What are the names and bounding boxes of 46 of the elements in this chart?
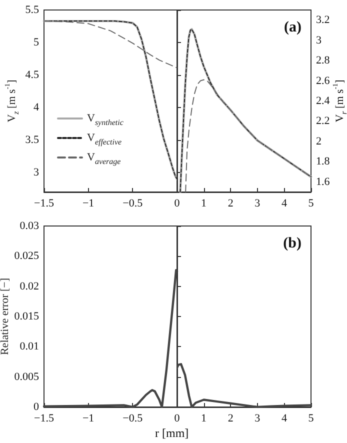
y-tick-label: 3.5 [25,134,40,146]
y-tick-label: 3 [34,166,40,178]
x-tick-label: 3 [254,412,260,424]
x-tick-label: 5 [308,198,314,210]
x-tick-label: 0 [174,412,180,424]
y-tick-label: 0.01 [20,340,39,353]
y2-tick-label: 1.6 [316,176,330,188]
y-tick-label: 5.5 [25,4,40,16]
x-tick-label: 5 [308,412,314,424]
x-tick-label: −1 [82,198,94,210]
x-tick-label: −0.5 [122,412,144,424]
x-tick-label: 2 [227,198,233,210]
y2-tick-label: 3.2 [316,14,330,26]
line-series [184,79,311,192]
x-tick-label: 4 [280,412,287,424]
line-series [44,20,178,68]
y-tick-label: 0.025 [14,250,40,262]
x-tick-label: 0 [174,198,180,210]
y-tick-label: 0.005 [14,370,40,383]
y-tick-label: 0.02 [20,280,39,292]
y2-tick-label: 2.4 [316,95,330,107]
x-tick-label: −0.5 [122,198,144,210]
x-tick-label: −1.5 [34,198,54,210]
x-tick-label: 2 [227,412,233,424]
x-tick-label: −1.5 [34,412,54,424]
y-tick-label: 0 [34,401,40,413]
y-tick-label: 4 [34,102,40,114]
y2-tick-label: 2.2 [316,115,330,128]
y-tick-label: 5 [34,36,40,48]
annotation: (a) [284,20,302,36]
y-axis-title: Relative error [−] [0,278,11,356]
y-tick-label: 4.5 [25,69,40,81]
x-tick-label: 1 [200,198,206,210]
y2-tick-label: 2 [316,135,321,148]
y2-tick-label: 1.8 [316,156,330,168]
x-tick-label: 1 [200,412,206,424]
x-tick-label: 4 [280,198,287,210]
x-tick-label: −1 [82,412,94,424]
x-tick-label: 3 [254,198,260,210]
y2-tick-label: 3 [316,34,322,46]
y2-tick-label: 2.8 [316,54,330,67]
annotation: (b) [282,236,302,252]
y-tick-label: 0.03 [20,220,40,232]
x-axis-title: r [mm] [155,426,189,440]
y-tick-label: 0.015 [14,310,40,322]
y2-tick-label: 2.6 [316,74,330,87]
